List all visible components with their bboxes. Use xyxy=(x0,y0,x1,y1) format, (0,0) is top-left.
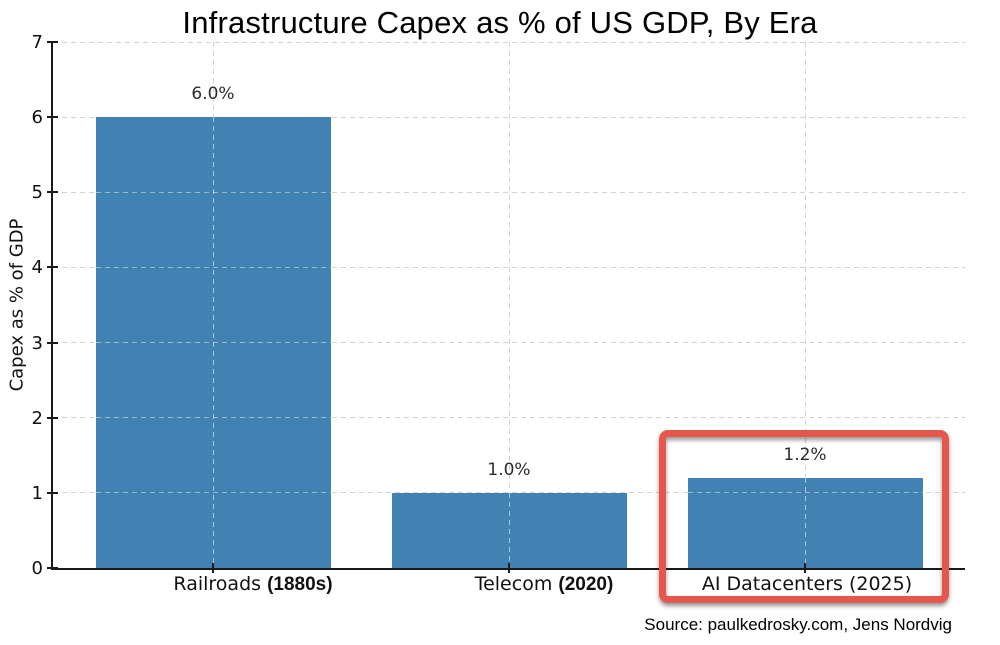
gridline-vertical xyxy=(804,42,806,568)
category-name: Telecom xyxy=(474,573,559,595)
x-tick-label: Railroads (1880s) xyxy=(173,573,332,596)
y-tick-mark xyxy=(47,116,58,119)
bar xyxy=(687,477,923,568)
y-axis-spine xyxy=(51,42,53,570)
plot-area: 6.0% 1.0% 1.2% 0 1 2 3 4 5 6 7 Railroads (1880s) Tel… xyxy=(32,32,965,595)
category-year: (1880s) xyxy=(267,574,333,595)
x-tick-mark xyxy=(804,563,806,573)
source-text: Source: paulkedrosky.com, Jens Nordvig xyxy=(644,615,952,634)
y-tick-label: 2 xyxy=(31,407,43,429)
x-tick-mark xyxy=(212,563,214,573)
y-tick-mark xyxy=(47,416,58,419)
gridline-overlay-horizontal xyxy=(95,266,331,268)
gridline-vertical xyxy=(508,42,510,568)
chart-title: Infrastructure Capex as % of US GDP, By … xyxy=(182,5,818,40)
gridline-overlay-horizontal xyxy=(95,492,331,494)
y-tick-mark xyxy=(47,341,58,344)
y-tick-mark xyxy=(47,41,58,43)
y-tick-label: 3 xyxy=(31,332,43,354)
category-name: AI Datacenters xyxy=(701,573,849,595)
category-year: (2020) xyxy=(558,574,614,595)
y-tick-label: 7 xyxy=(31,32,43,53)
x-tick-mark xyxy=(508,563,510,573)
gridline-overlay-horizontal xyxy=(95,417,331,419)
x-tick-label: Telecom (2020) xyxy=(475,573,614,596)
bar-value-label: 1.0% xyxy=(487,459,531,480)
gridline-overlay-vertical xyxy=(805,477,806,568)
y-axis-label: Capex as % of GDP xyxy=(6,218,28,392)
category-name: Railroads xyxy=(173,573,268,595)
highlight-box xyxy=(659,430,949,603)
bar-value-label: 6.0% xyxy=(191,84,235,105)
y-tick-label: 1 xyxy=(31,482,43,504)
gridline-overlay-vertical xyxy=(509,492,510,568)
bar xyxy=(95,117,331,568)
gridline-overlay-horizontal xyxy=(95,191,331,193)
y-tick-mark xyxy=(47,266,58,269)
gridline-overlay-vertical xyxy=(213,117,214,568)
y-tick-mark xyxy=(47,567,58,569)
bar xyxy=(391,492,627,568)
y-tick-mark xyxy=(47,191,58,194)
y-tick-mark xyxy=(47,491,58,494)
y-tick-label: 5 xyxy=(31,182,43,204)
gridline-overlay-horizontal xyxy=(687,492,923,494)
y-tick-label: 6 xyxy=(31,107,43,129)
bar-value-label: 1.2% xyxy=(783,444,827,465)
y-tick-label: 4 xyxy=(31,257,43,279)
y-tick-label: 0 xyxy=(31,558,43,579)
category-year: (2025) xyxy=(848,573,913,595)
gridline-overlay-horizontal xyxy=(95,342,331,344)
x-tick-label: AI Datacenters (2025) xyxy=(702,573,912,595)
